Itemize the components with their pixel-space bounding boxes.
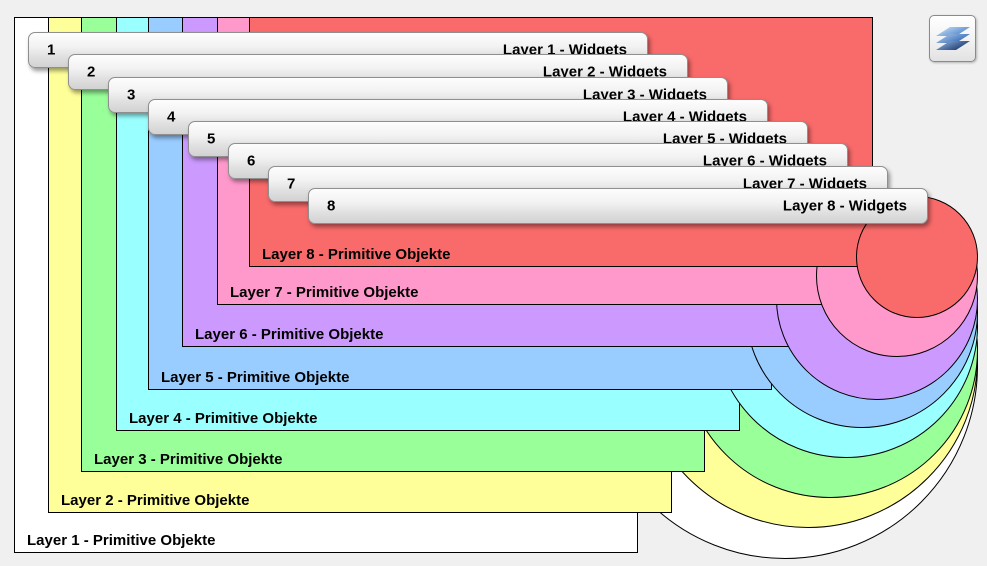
layer-primitives-label: Layer 3 - Primitive Objekte <box>94 451 283 468</box>
layers-icon <box>935 26 970 50</box>
layer-widgets-label: Layer 6 - Widgets <box>702 152 827 170</box>
layer-number: 1 <box>47 41 56 59</box>
layer-number: 8 <box>327 197 336 215</box>
layer-number: 5 <box>207 130 216 148</box>
layer-number: 3 <box>127 86 136 104</box>
layers-button[interactable] <box>929 15 976 62</box>
layer-number: 7 <box>287 175 296 193</box>
layer-primitives-label: Layer 7 - Primitive Objekte <box>230 284 419 301</box>
layer-primitives-label: Layer 1 - Primitive Objekte <box>27 532 216 549</box>
layer-primitives-label: Layer 2 - Primitive Objekte <box>61 492 250 509</box>
layer-8-toolbar[interactable]: 8 Layer 8 - Widgets <box>308 188 928 224</box>
layer-number: 6 <box>247 152 256 170</box>
layer-primitives-label: Layer 6 - Primitive Objekte <box>195 326 384 343</box>
layer-primitives-label: Layer 8 - Primitive Objekte <box>262 246 451 263</box>
layer-widgets-label: Layer 2 - Widgets <box>542 63 667 81</box>
layer-primitives-label: Layer 4 - Primitive Objekte <box>129 410 318 427</box>
layer-number: 4 <box>167 108 176 126</box>
layer-number: 2 <box>87 63 96 81</box>
layer-widgets-label: Layer 8 - Widgets <box>782 197 907 215</box>
layer-primitives-label: Layer 5 - Primitive Objekte <box>161 369 350 386</box>
